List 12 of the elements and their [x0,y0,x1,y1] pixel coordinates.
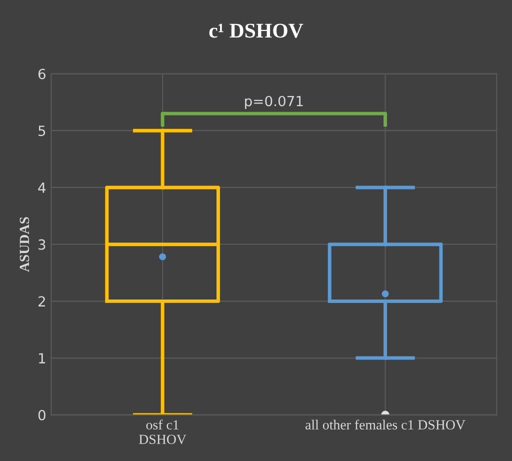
y-tick-label: 2 [38,296,45,306]
y-tick-label: 0 [38,410,46,420]
annotation: p=0.071 [245,96,303,110]
y-axis-title: ASUDAS [20,217,30,272]
y-tick-label: 4 [38,182,46,193]
x-tick-label: all other females c1 DSHOV [306,420,466,430]
x-tick-label: osf c1 DSHOV [139,420,186,444]
y-tick-label: 5 [38,126,46,136]
y-tick-label: 3 [38,239,46,250]
chart-title: c¹ DSHOV [209,24,304,38]
y-tick-label: 6 [38,68,46,80]
y-tick-label: 1 [39,353,46,364]
